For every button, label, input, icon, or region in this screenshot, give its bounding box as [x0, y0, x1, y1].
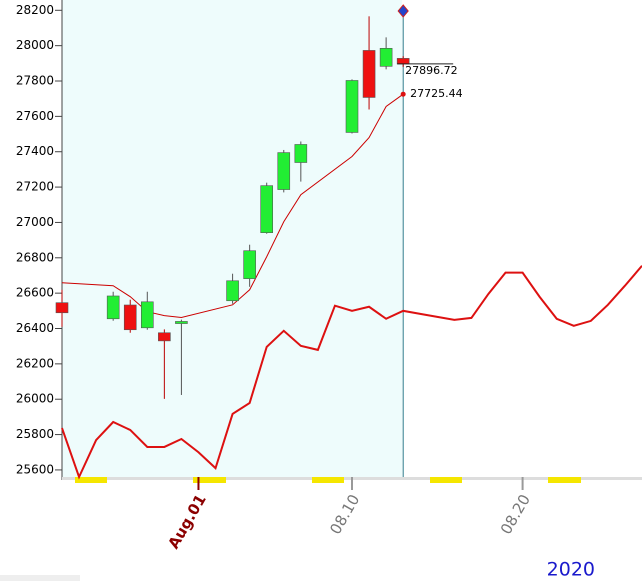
y-tick-label: 26000	[16, 392, 54, 406]
candle-body	[226, 280, 239, 302]
ma-last-label: 27725.44	[410, 87, 463, 100]
y-tick-label: 28200	[16, 3, 54, 17]
x-tick-label: 08.10	[326, 491, 363, 537]
y-tick-label: 27400	[16, 144, 54, 158]
candle-body	[379, 48, 393, 67]
candle-body	[277, 152, 291, 190]
plot-highlight	[62, 0, 402, 477]
y-tick-label: 26400	[16, 321, 54, 335]
line-series	[61, 265, 642, 480]
close-label: 27896.72	[405, 64, 458, 77]
candle-body	[362, 50, 376, 98]
y-tick-label: 28000	[16, 38, 54, 52]
line-series	[61, 93, 404, 319]
x-tick-label: Aug.01	[164, 491, 209, 552]
y-tick-label: 27600	[16, 109, 54, 123]
ma-last-point	[400, 91, 406, 97]
y-tick-label: 26800	[16, 250, 54, 264]
candle-body	[260, 185, 274, 233]
candle-body	[345, 80, 359, 133]
y-tick-label: 26200	[16, 356, 54, 370]
y-tick-label: 25600	[16, 462, 54, 476]
candle-body	[140, 301, 154, 329]
y-tick-label: 27200	[16, 180, 54, 194]
scrollbar	[0, 575, 80, 581]
candle-body	[55, 302, 69, 314]
candle-body	[243, 250, 256, 279]
y-tick-label: 27800	[16, 74, 54, 88]
candle-body	[158, 332, 171, 342]
x-tick-label: 08.20	[497, 491, 534, 537]
candle-body	[175, 321, 188, 324]
y-tick-label: 26600	[16, 286, 54, 300]
candle-body	[294, 144, 308, 163]
candle-body	[106, 295, 120, 320]
cursor-marker	[397, 4, 409, 18]
weekend-markers	[75, 477, 581, 483]
candle-body	[123, 304, 137, 331]
year-label: 2020	[547, 559, 595, 581]
y-tick-label: 27000	[16, 215, 54, 229]
y-tick-label: 25800	[16, 427, 54, 441]
